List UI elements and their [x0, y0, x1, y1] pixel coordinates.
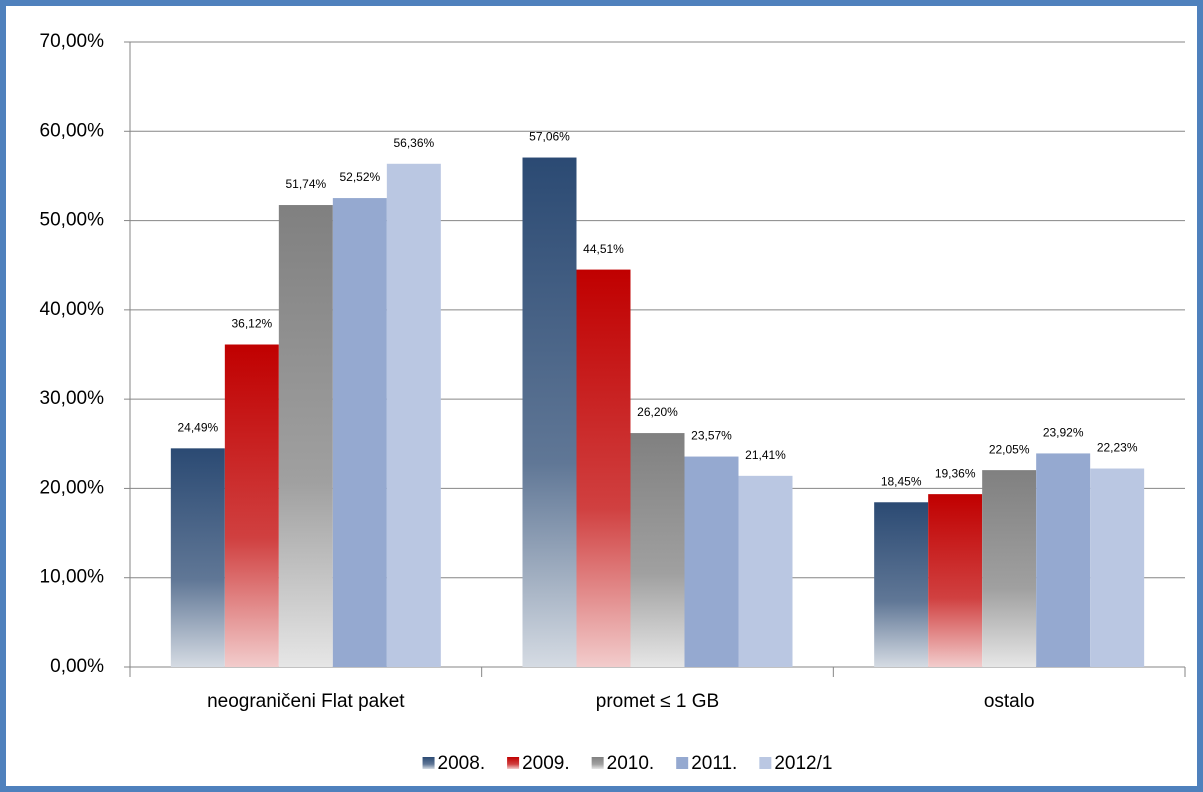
value-label: 23,92%: [1043, 426, 1084, 440]
bar: [684, 456, 739, 667]
legend: 2008. 2009. 2010. 2011. 2012/1: [422, 753, 832, 774]
value-label: 24,49%: [177, 421, 218, 435]
value-label: 22,05%: [989, 442, 1030, 456]
x-tick-label: promet ≤ 1 GB: [596, 691, 719, 712]
legend-swatch: [507, 757, 520, 769]
legend-label: 2008.: [438, 753, 486, 774]
value-label: 19,36%: [935, 466, 976, 480]
legend-label: 2010.: [607, 753, 655, 774]
value-label: 26,20%: [637, 405, 678, 419]
legend-swatch: [676, 757, 689, 769]
value-label: 52,52%: [339, 170, 380, 184]
bar: [982, 470, 1037, 667]
value-label: 36,12%: [231, 317, 272, 331]
y-tick-label: 40,00%: [40, 299, 105, 320]
x-tick-label: neograničeni Flat paket: [207, 691, 405, 712]
bar: [928, 494, 983, 667]
bar: [1036, 453, 1091, 667]
legend-label: 2009.: [522, 753, 570, 774]
value-label: 57,06%: [529, 130, 570, 144]
value-label: 23,57%: [691, 429, 732, 443]
y-tick-label: 70,00%: [40, 31, 105, 52]
value-label: 18,45%: [881, 474, 922, 488]
legend-label: 2011.: [691, 753, 737, 774]
y-tick-label: 60,00%: [40, 120, 105, 141]
y-tick-label: 50,00%: [40, 210, 105, 231]
value-label: 21,41%: [745, 448, 786, 462]
bar: [386, 163, 441, 668]
bar: [278, 205, 333, 668]
x-tick-label: ostalo: [984, 691, 1035, 712]
value-label: 44,51%: [583, 242, 624, 256]
legend-swatch: [591, 757, 604, 769]
legend-swatch: [422, 757, 435, 769]
bar: [874, 502, 929, 667]
bar: [170, 448, 225, 667]
y-tick-label: 0,00%: [50, 656, 104, 677]
legend-label: 2012/1: [774, 753, 832, 774]
value-label: 56,36%: [393, 136, 434, 150]
bar: [738, 475, 793, 667]
bar: [522, 157, 577, 668]
value-label: 22,23%: [1097, 441, 1138, 455]
y-tick-label: 20,00%: [40, 477, 105, 498]
bar: [1090, 468, 1145, 667]
bar: [576, 269, 631, 667]
bar: [332, 198, 387, 668]
value-label: 51,74%: [285, 177, 326, 191]
legend-swatch: [759, 757, 772, 769]
bar: [630, 433, 685, 667]
y-tick-label: 30,00%: [40, 388, 105, 409]
bar: [224, 344, 279, 667]
y-tick-label: 10,00%: [40, 567, 105, 588]
